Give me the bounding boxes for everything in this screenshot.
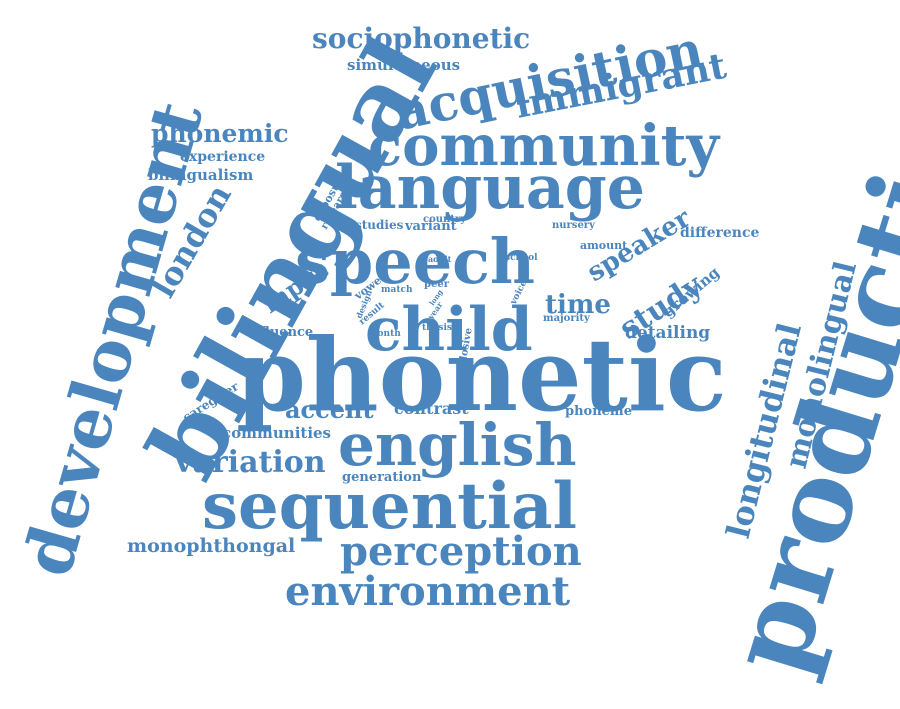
word-phoneme: phoneme	[565, 404, 632, 419]
word-month: month	[368, 329, 401, 339]
word-studies: studies	[355, 218, 404, 232]
word-communities: communities	[222, 424, 331, 442]
word-monophthongal: monophthongal	[127, 535, 295, 557]
word-english: english	[338, 411, 577, 479]
word-country: country	[423, 214, 467, 225]
word-generation: generation	[342, 470, 422, 485]
word-match: match	[381, 285, 413, 295]
word-perception: perception	[340, 528, 582, 575]
word-nursery: nursery	[552, 220, 596, 231]
word-phonemic: phonemic	[151, 119, 289, 148]
word-majority: majority	[543, 313, 591, 324]
word-school: school	[505, 253, 538, 263]
word-influence: influence	[246, 325, 313, 340]
word-bilingualism: bilingualism	[148, 166, 253, 184]
word-variation: variation	[174, 445, 326, 480]
word-contrast: contrast	[394, 399, 469, 418]
word-environment: environment	[285, 568, 571, 615]
word-amount: amount	[580, 239, 628, 252]
word-detailing: detailing	[625, 323, 710, 343]
word-cloud-words: production phonetic bilingual developmen…	[7, 14, 900, 687]
word-accent: accent	[285, 395, 374, 424]
word-simultaneous: simultaneous	[347, 56, 460, 74]
word-adult: adult	[428, 254, 452, 264]
word-difference: difference	[680, 225, 759, 241]
word-thesis: thesis	[422, 323, 452, 333]
word-sociophonetic: sociophonetic	[312, 22, 530, 55]
word-speech: speech	[295, 225, 535, 298]
word-experience: experience	[180, 149, 265, 165]
